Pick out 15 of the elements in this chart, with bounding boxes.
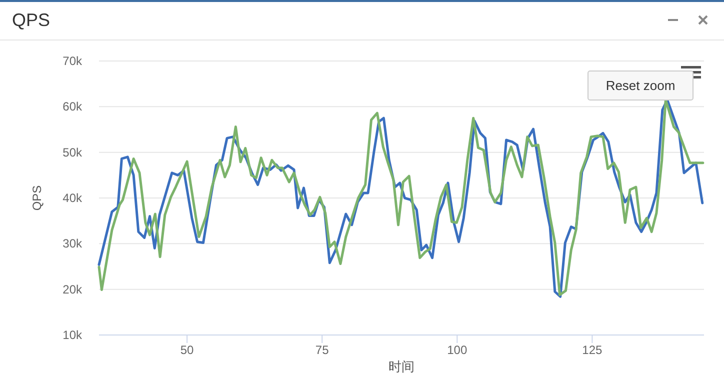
x-tick-label: 75 (315, 343, 330, 357)
annotation: Reset zoom (606, 78, 676, 93)
y-tick-label: 70k (62, 54, 83, 68)
y-tick-label: 10k (62, 328, 83, 342)
chart-title: QPS (12, 10, 50, 30)
x-tick-label: 50 (180, 343, 194, 357)
y-tick-label: 50k (62, 145, 83, 160)
y-tick-label: 60k (62, 100, 83, 114)
y-tick-label: 20k (62, 282, 83, 296)
y-axis-title: QPS (30, 185, 44, 211)
x-tick-label: 100 (447, 343, 468, 357)
x-tick-label: 125 (582, 343, 603, 357)
x-axis-title: 时间 (388, 359, 414, 374)
y-tick-label: 40k (62, 191, 83, 205)
y-tick-label: 30k (62, 236, 83, 251)
